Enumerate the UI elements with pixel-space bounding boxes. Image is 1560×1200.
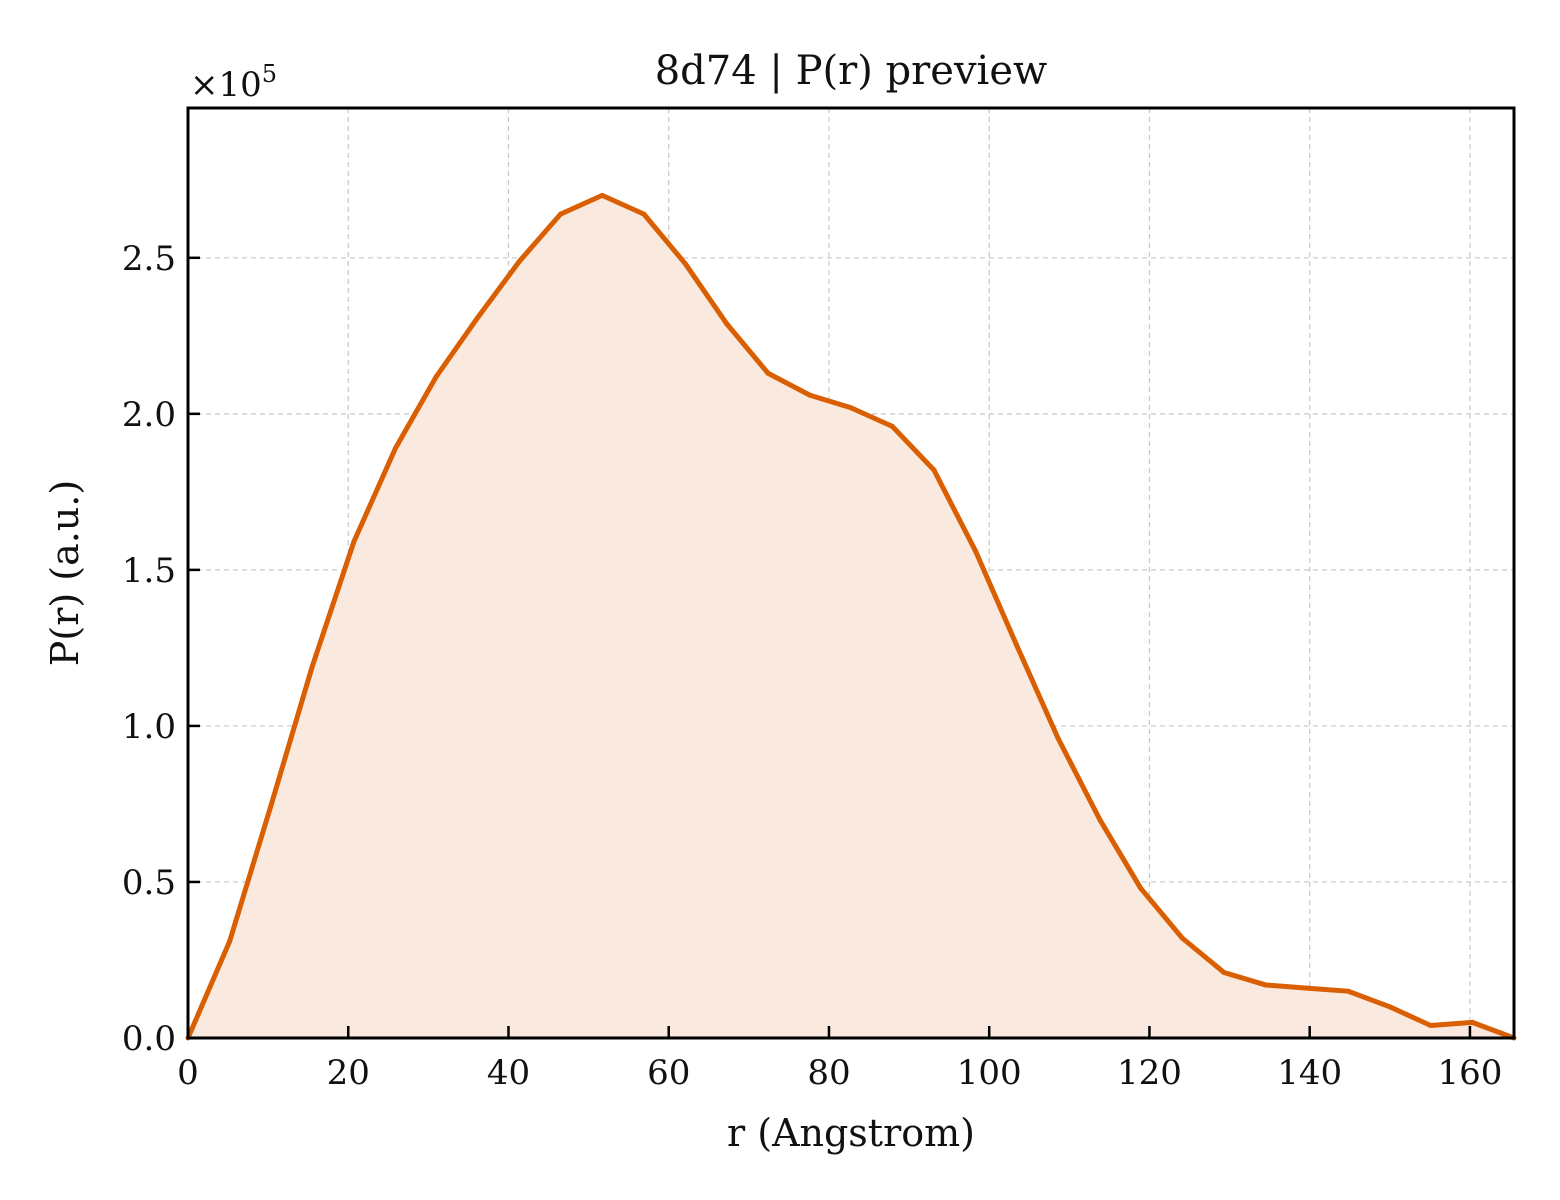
- pr-data-point: [1055, 735, 1061, 741]
- pr-data-point: [931, 467, 937, 473]
- pr-data-point: [1428, 1023, 1434, 1029]
- pr-data-point: [558, 211, 564, 217]
- y-tick-label: 2.0: [122, 395, 176, 435]
- y-axis-label: P(r) (a.u.): [43, 480, 87, 666]
- x-tick-label: 20: [327, 1053, 370, 1093]
- y-axis-offset-exponent: 5: [262, 60, 277, 88]
- x-tick-label: 0: [177, 1053, 199, 1093]
- pr-data-point: [1303, 985, 1309, 991]
- pr-data-point: [1097, 817, 1103, 823]
- pr-data-point: [475, 314, 481, 320]
- pr-data-point: [641, 211, 647, 217]
- y-tick-label: 0.0: [122, 1019, 176, 1059]
- y-axis-ticks: 0.0 0.5 1.0 1.5 2.0 2.5: [122, 239, 200, 1059]
- x-tick-label: 60: [647, 1053, 690, 1093]
- y-tick-label: 2.5: [122, 239, 176, 279]
- pr-data-point: [309, 664, 315, 670]
- y-tick-label: 0.5: [122, 863, 176, 903]
- y-axis-offset-label: ×105: [190, 60, 277, 105]
- pr-data-point: [1469, 1019, 1475, 1025]
- pr-data-point: [683, 261, 689, 267]
- pr-data-point: [599, 192, 605, 198]
- pr-area-fill: [188, 195, 1514, 1038]
- y-tick-label: 1.5: [122, 551, 176, 591]
- pr-data-point: [1387, 1004, 1393, 1010]
- pr-data-point: [1221, 969, 1227, 975]
- x-tick-label: 100: [957, 1053, 1022, 1093]
- x-tick-label: 140: [1277, 1053, 1342, 1093]
- pr-data-point: [1263, 982, 1269, 988]
- x-tick-label: 120: [1117, 1053, 1182, 1093]
- pr-data-point: [433, 373, 439, 379]
- pr-data-point: [723, 320, 729, 326]
- x-tick-label: 160: [1437, 1053, 1502, 1093]
- pr-data-point: [973, 548, 979, 554]
- chart-title: 8d74 | P(r) preview: [655, 48, 1048, 94]
- pr-data-point: [227, 938, 233, 944]
- pr-data-point: [765, 370, 771, 376]
- y-tick-label: 1.0: [122, 707, 176, 747]
- plot-frame: [186, 106, 1516, 1040]
- pr-data-point: [807, 392, 813, 398]
- y-axis-offset-base: ×10: [190, 65, 262, 105]
- x-axis-label: r (Angstrom): [727, 1111, 975, 1155]
- pr-data-point: [1013, 642, 1019, 648]
- pr-data-point: [848, 405, 854, 411]
- pr-data-point: [1179, 935, 1185, 941]
- pr-data-point: [268, 804, 274, 810]
- x-axis-ticks: 0 20 40 60 80 100 120 140 160: [177, 1026, 1502, 1093]
- pr-data-point: [393, 445, 399, 451]
- pr-data-point: [1345, 988, 1351, 994]
- x-tick-label: 40: [487, 1053, 530, 1093]
- pr-data-point: [351, 539, 357, 545]
- pr-data-point: [889, 423, 895, 429]
- pr-data-point: [517, 258, 523, 264]
- pr-data-point: [1138, 885, 1144, 891]
- x-tick-label: 80: [807, 1053, 850, 1093]
